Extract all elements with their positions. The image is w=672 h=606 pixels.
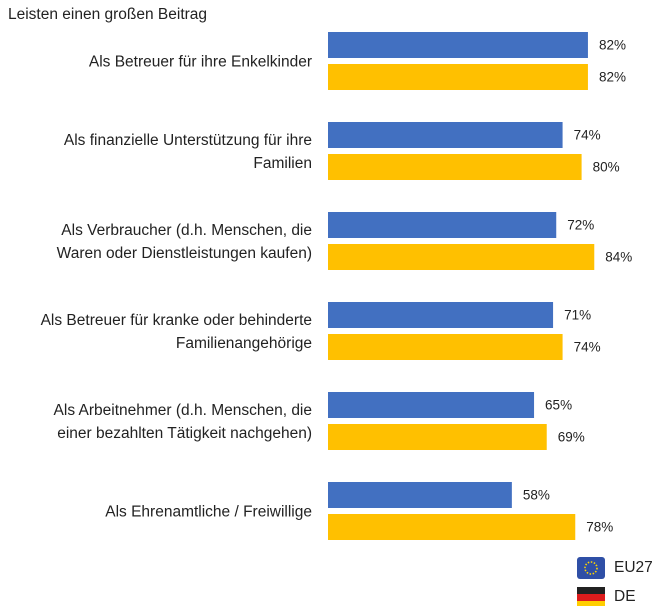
value-label: 82%	[599, 38, 626, 53]
bar	[328, 64, 588, 90]
value-label: 82%	[599, 70, 626, 85]
value-label: 72%	[567, 218, 594, 233]
eu-flag	[577, 557, 605, 579]
chart-title: Leisten einen großen Beitrag	[8, 6, 208, 23]
value-label: 74%	[574, 340, 601, 355]
value-label: 74%	[574, 128, 601, 143]
bar	[328, 154, 582, 180]
bar	[328, 302, 554, 328]
bar	[328, 392, 535, 418]
category-label: Als Betreuer für ihre Enkelkinder	[88, 53, 312, 71]
value-label: 80%	[593, 160, 620, 175]
bar	[328, 334, 563, 360]
category-label: Als Betreuer für kranke oder behinderte …	[40, 312, 312, 352]
bar	[328, 482, 512, 508]
legend-label: DE	[614, 588, 636, 605]
category-label: Als Verbraucher (d.h. Menschen, die Ware…	[56, 222, 312, 262]
value-label: 69%	[558, 430, 585, 445]
value-label: 84%	[605, 250, 632, 265]
bar	[328, 424, 547, 450]
value-label: 65%	[545, 398, 572, 413]
value-label: 78%	[586, 520, 613, 535]
category-label: Als Ehrenamtliche / Freiwillige	[105, 503, 312, 521]
value-label: 58%	[523, 488, 550, 503]
category-label: Als finanzielle Unterstützung für ihre F…	[63, 132, 312, 172]
bar	[328, 122, 563, 148]
bar	[328, 244, 595, 270]
category-label: Als Arbeitnehmer (d.h. Menschen, die ein…	[53, 402, 312, 442]
de-flag	[577, 587, 605, 606]
value-label: 71%	[564, 308, 591, 323]
bar	[328, 32, 588, 58]
bar	[328, 212, 557, 238]
legend-label: EU27	[614, 559, 653, 576]
bar	[328, 514, 576, 540]
